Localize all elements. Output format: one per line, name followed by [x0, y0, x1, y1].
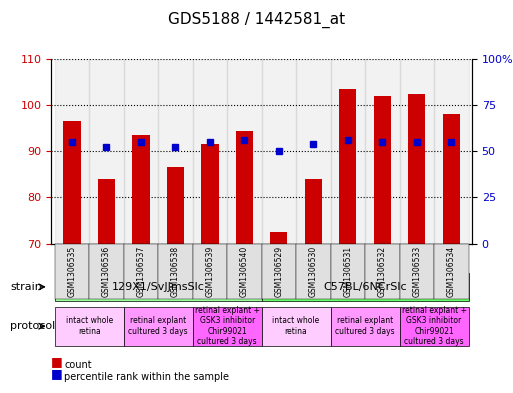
Bar [89, 59, 124, 244]
Text: GSM1306532: GSM1306532 [378, 246, 387, 297]
Bar [408, 94, 425, 244]
Text: GSM1306534: GSM1306534 [447, 246, 456, 297]
Text: retinal explant
cultured 3 days: retinal explant cultured 3 days [336, 316, 395, 336]
Bar [227, 59, 262, 244]
Bar [236, 130, 253, 244]
Text: intact whole
retina: intact whole retina [272, 316, 320, 336]
Text: GSM1306536: GSM1306536 [102, 246, 111, 297]
Text: GSM1306538: GSM1306538 [171, 246, 180, 297]
Bar [201, 144, 219, 244]
Bar [296, 59, 330, 244]
Bar [262, 59, 296, 244]
Bar [434, 59, 468, 244]
Text: GSM1306529: GSM1306529 [274, 246, 283, 297]
Text: retinal explant +
GSK3 inhibitor
Chir99021
cultured 3 days: retinal explant + GSK3 inhibitor Chir990… [402, 306, 466, 346]
Bar [167, 167, 184, 244]
Text: retinal explant +
GSK3 inhibitor
Chir99021
cultured 3 days: retinal explant + GSK3 inhibitor Chir990… [194, 306, 260, 346]
Text: GSM1306535: GSM1306535 [68, 246, 76, 297]
Text: GSM1306530: GSM1306530 [309, 246, 318, 297]
Text: intact whole
retina: intact whole retina [66, 316, 113, 336]
Text: GSM1306537: GSM1306537 [136, 246, 146, 297]
Bar [98, 179, 115, 244]
Bar [365, 59, 400, 244]
Text: GSM1306531: GSM1306531 [343, 246, 352, 297]
Bar [330, 59, 365, 244]
Text: percentile rank within the sample: percentile rank within the sample [64, 372, 229, 382]
Text: GSM1306533: GSM1306533 [412, 246, 421, 297]
Text: ■: ■ [51, 356, 63, 369]
Bar [270, 232, 287, 244]
Text: count: count [64, 360, 92, 371]
Bar [193, 59, 227, 244]
Text: GSM1306540: GSM1306540 [240, 246, 249, 297]
Text: C57BL/6NCrSlc: C57BL/6NCrSlc [323, 282, 407, 292]
Text: 129X1/SvJJmsSlc: 129X1/SvJJmsSlc [112, 282, 205, 292]
Bar [443, 114, 460, 244]
Text: GDS5188 / 1442581_at: GDS5188 / 1442581_at [168, 12, 345, 28]
Bar [339, 89, 357, 244]
Text: protocol: protocol [10, 321, 55, 331]
Bar [305, 179, 322, 244]
Bar [400, 59, 434, 244]
Text: strain: strain [10, 282, 42, 292]
Bar [124, 59, 158, 244]
Text: GSM1306539: GSM1306539 [205, 246, 214, 297]
Bar [64, 121, 81, 244]
Text: retinal explant
cultured 3 days: retinal explant cultured 3 days [128, 316, 188, 336]
Bar [55, 59, 89, 244]
Bar [132, 135, 150, 244]
Text: ■: ■ [51, 367, 63, 380]
Bar [373, 96, 391, 244]
Bar [158, 59, 193, 244]
